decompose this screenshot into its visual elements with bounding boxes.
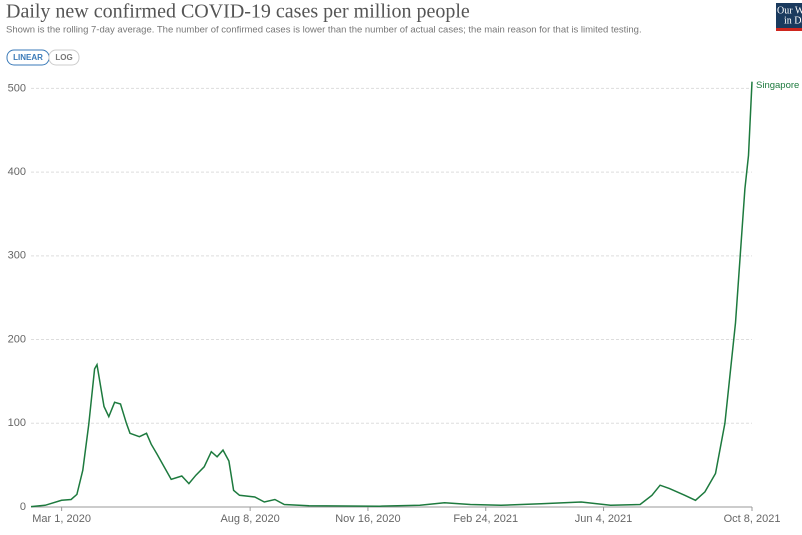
logo: Our World in Data [776,3,802,31]
y-tick-label: 400 [8,166,26,178]
logo-text: in Data [784,15,802,26]
logo-stripe [776,28,802,31]
y-tick-label: 100 [8,417,26,429]
x-tick-label: Jun 4, 2021 [575,513,633,525]
x-tick-label: Aug 8, 2020 [220,513,279,525]
logo-box [776,3,802,31]
y-tick-label: 200 [8,333,26,345]
logo-text: Our World [777,5,802,16]
y-tick-label: 300 [8,250,26,262]
y-tick-label: 500 [8,82,26,94]
log-label: LOG [55,53,72,62]
x-tick-label: Nov 16, 2020 [335,513,400,525]
x-tick-label: Feb 24, 2021 [453,513,518,525]
series-line [30,81,753,508]
x-tick-label: Oct 8, 2021 [724,513,781,525]
x-tick-label: Mar 1, 2020 [32,513,91,525]
series-label: Singapore [756,80,799,91]
linear-label: LINEAR [13,53,43,62]
log-button[interactable] [48,49,80,66]
chart-title: Daily new confirmed COVID-19 cases per m… [6,1,470,23]
y-tick-label: 0 [20,501,26,513]
chart-subtitle: Shown is the rolling 7-day average. The … [6,25,642,36]
